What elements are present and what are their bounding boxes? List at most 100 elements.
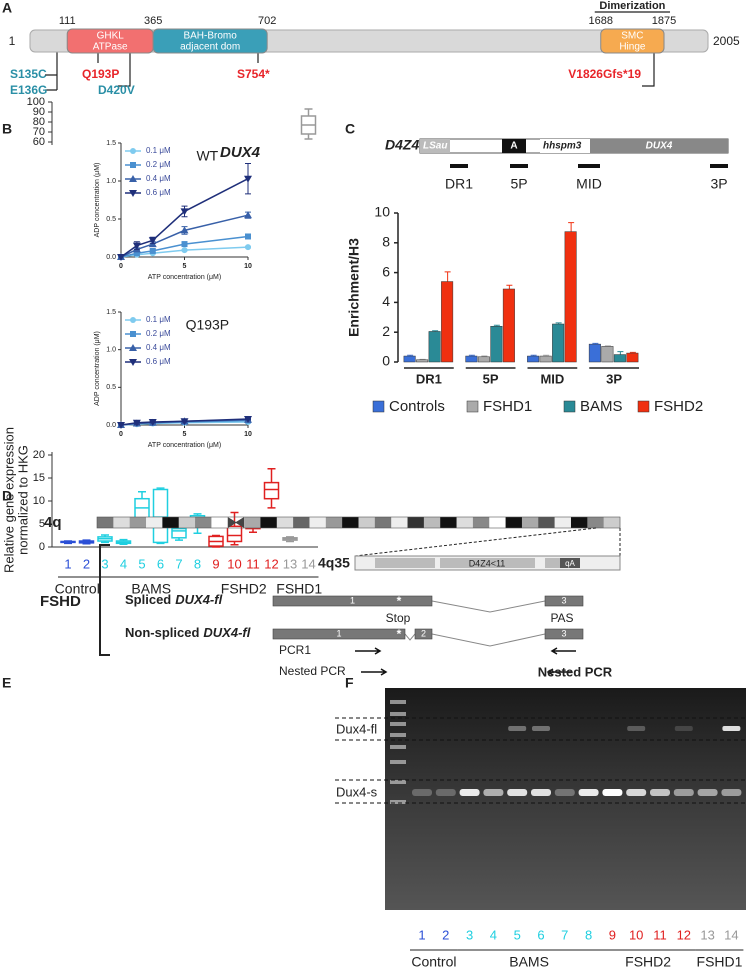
- bar: [613, 354, 626, 363]
- y-tick-label: 4: [382, 293, 390, 309]
- legend-swatch: [637, 400, 650, 413]
- chromosome-band: [489, 517, 506, 528]
- exon-label: 2: [421, 628, 426, 638]
- legend-swatch: [372, 400, 385, 413]
- x-tick-label: 3: [101, 556, 108, 571]
- marker: [133, 250, 140, 257]
- marker: [244, 175, 252, 183]
- y-tick-label: 10: [33, 495, 45, 507]
- lane-label: 7: [561, 927, 568, 942]
- y-tick-label: 6: [382, 263, 390, 279]
- chromosome-band: [325, 517, 343, 528]
- chromosome-band: [146, 517, 163, 528]
- gel-band: [673, 789, 694, 796]
- group-label: FSHD1: [697, 954, 743, 970]
- gel-band: [627, 726, 646, 731]
- y-tick-label: 10: [374, 204, 390, 220]
- whisker: [267, 468, 276, 509]
- bar: [552, 323, 565, 363]
- connector: [45, 52, 58, 91]
- transcript-name: Spliced: [125, 592, 171, 607]
- marker: [129, 190, 137, 197]
- gel-band: [554, 789, 575, 796]
- group-label: BAMS: [509, 954, 549, 970]
- repeat-unit: [545, 558, 560, 568]
- group-label: BAMS: [131, 581, 171, 597]
- box: [226, 525, 243, 543]
- group-label: FSHD: [40, 593, 81, 610]
- chromosome-band: [587, 517, 604, 528]
- connector: [118, 52, 131, 87]
- domain-start: 365: [144, 15, 162, 27]
- marker: [129, 359, 137, 366]
- y-axis-title: ADP concentration (μM): [94, 163, 101, 238]
- ladder-band: [390, 712, 406, 716]
- marker: [130, 162, 136, 168]
- band-label: Dux4-fl: [336, 721, 377, 736]
- x-tick-label: 10: [244, 431, 252, 438]
- marker: [148, 418, 157, 426]
- ladder-band: [390, 760, 406, 764]
- y-tick-label: 1.5: [106, 140, 116, 147]
- legend-label: 0.4 μM: [146, 343, 171, 352]
- bar: [527, 355, 540, 363]
- box: [152, 488, 169, 544]
- marker: [244, 415, 252, 423]
- legend-label: FSHD1: [483, 398, 532, 415]
- repeat-unit: [405, 558, 435, 568]
- x-tick-label: 10: [227, 556, 241, 571]
- chromosome-band: [162, 517, 180, 528]
- y-tick-label: 20: [33, 449, 45, 461]
- domain-label: GHKL: [97, 31, 125, 42]
- mutation-label: V1826Gfs*19: [568, 67, 641, 81]
- legend-label: 0.6 μM: [146, 357, 171, 366]
- gel-band: [412, 789, 432, 796]
- ladder-band: [390, 733, 406, 737]
- lane-label: 1: [418, 927, 425, 942]
- band-label: Dux4-s: [336, 784, 378, 799]
- y-tick-label: 0: [382, 353, 390, 369]
- lane-label: 2: [442, 927, 449, 942]
- y-tick-label: 0.5: [106, 384, 116, 391]
- mutation-label: S135C: [10, 67, 47, 81]
- domain-label: ATPase: [93, 42, 128, 53]
- domain: [152, 28, 268, 54]
- x-tick-label: 7: [175, 556, 182, 571]
- chromosome-band: [276, 517, 294, 528]
- x-tick-label: 3P: [606, 371, 622, 386]
- chromosome-band: [211, 517, 229, 528]
- bar: [465, 355, 478, 363]
- marker: [132, 419, 141, 427]
- gel-band: [626, 789, 647, 796]
- bar: [416, 359, 429, 363]
- x-tick-label: 4: [120, 556, 127, 571]
- chromosome-band: [538, 517, 555, 528]
- chromosome-band: [97, 517, 114, 528]
- marker: [132, 242, 141, 250]
- box: [263, 481, 280, 500]
- lane-label: 13: [700, 927, 714, 942]
- primer-forward: [355, 647, 382, 655]
- domain-label: Hinge: [619, 42, 646, 53]
- transcript-name: Non-spliced: [125, 625, 199, 640]
- chromosome-band: [570, 517, 588, 528]
- exon: [544, 628, 584, 640]
- domain-label: adjacent dom: [180, 42, 240, 53]
- y-tick-label: 100: [27, 96, 45, 108]
- panel-label: E: [2, 675, 11, 691]
- legend-label: 0.1 μM: [146, 315, 171, 324]
- gel-band: [650, 789, 670, 796]
- x-tick-label: 11: [246, 556, 260, 571]
- x-tick-label: 5: [183, 431, 187, 438]
- centromere: [227, 517, 245, 528]
- gel: [385, 688, 746, 910]
- domain-end: 1875: [652, 15, 676, 27]
- group-label: Control: [55, 581, 100, 597]
- domain-start: 1688: [589, 15, 613, 27]
- error-bar: [617, 351, 624, 355]
- bar: [477, 356, 490, 363]
- primer-label: Nested PCR: [279, 664, 346, 678]
- x-tick-label: 10: [244, 263, 252, 270]
- gel-band: [531, 789, 551, 796]
